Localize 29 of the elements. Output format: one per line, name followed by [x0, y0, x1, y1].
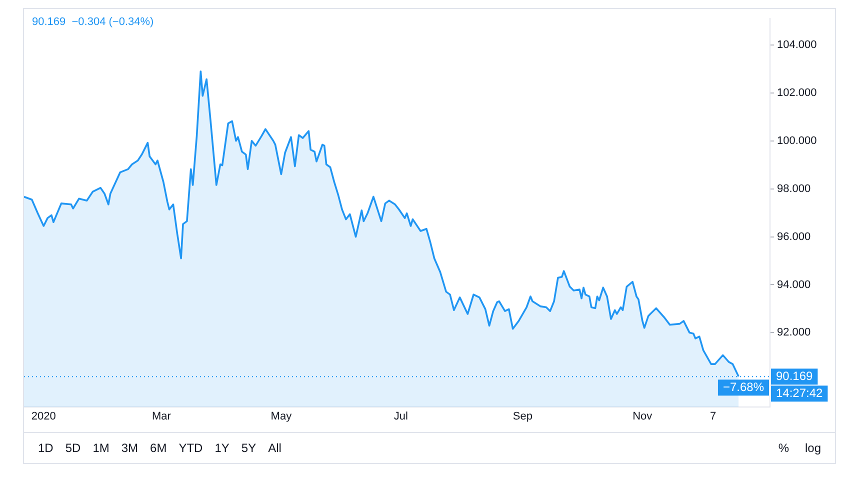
text: 1M [88, 441, 114, 455]
x-tick-label: Jul [394, 410, 408, 423]
text: 1Y [210, 441, 234, 455]
ref-line-label: 90.169 [776, 368, 814, 383]
text: 1D [34, 441, 58, 455]
y-tick-label: 104.000 [777, 39, 817, 52]
y-tick-label: 92.000 [777, 326, 811, 339]
x-tick-label: 2020 [31, 410, 56, 423]
y-tick-label: 94.000 [777, 278, 811, 291]
chart-title: 90.169 −0.304 (−0.34%) [32, 16, 154, 28]
y-tick-label: 96.000 [777, 230, 811, 243]
y-tick-label: 102.000 [777, 86, 817, 99]
x-tick-label: May [270, 410, 292, 423]
text: 3M [117, 441, 142, 455]
text: % [774, 441, 793, 455]
text: 6M [146, 441, 171, 455]
y-tick-label: 98.000 [777, 182, 811, 195]
text: YTD [174, 441, 207, 455]
y-tick-label: 100.000 [777, 134, 817, 147]
text: All [264, 441, 286, 455]
text: 5Y [237, 441, 260, 455]
x-tick-label: Sep [512, 410, 532, 423]
x-tick-label: 7 [710, 410, 716, 423]
text: 14:27:42 [776, 386, 824, 400]
text: log [800, 441, 825, 455]
x-tick-label: Nov [632, 410, 653, 423]
text: 5D [61, 441, 85, 455]
x-tick-label: Mar [152, 410, 172, 423]
annotation: −7.68% [722, 380, 764, 394]
